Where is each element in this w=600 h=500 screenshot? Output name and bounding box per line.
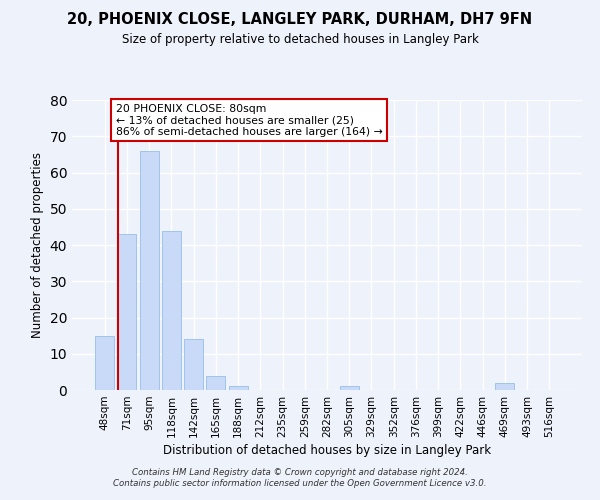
- X-axis label: Distribution of detached houses by size in Langley Park: Distribution of detached houses by size …: [163, 444, 491, 457]
- Text: Contains HM Land Registry data © Crown copyright and database right 2024.
Contai: Contains HM Land Registry data © Crown c…: [113, 468, 487, 487]
- Text: 20, PHOENIX CLOSE, LANGLEY PARK, DURHAM, DH7 9FN: 20, PHOENIX CLOSE, LANGLEY PARK, DURHAM,…: [67, 12, 533, 28]
- Bar: [184, 339, 203, 390]
- Text: 20 PHOENIX CLOSE: 80sqm
← 13% of detached houses are smaller (25)
86% of semi-de: 20 PHOENIX CLOSE: 80sqm ← 13% of detache…: [116, 104, 383, 137]
- Bar: [140, 151, 158, 390]
- Bar: [206, 376, 225, 390]
- Text: Size of property relative to detached houses in Langley Park: Size of property relative to detached ho…: [122, 32, 478, 46]
- Bar: [162, 230, 181, 390]
- Y-axis label: Number of detached properties: Number of detached properties: [31, 152, 44, 338]
- Bar: [118, 234, 136, 390]
- Bar: [340, 386, 359, 390]
- Bar: [95, 336, 114, 390]
- Bar: [229, 386, 248, 390]
- Bar: [496, 383, 514, 390]
